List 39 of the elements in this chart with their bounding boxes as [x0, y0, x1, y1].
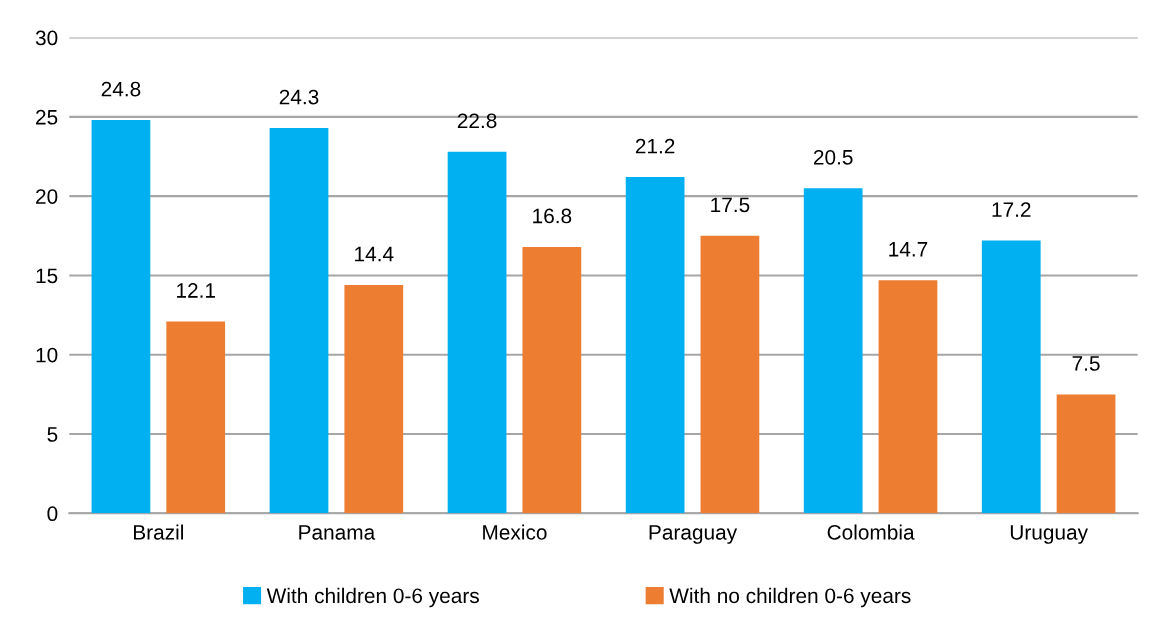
y-tick-label: 15 [36, 268, 58, 284]
bar [166, 321, 226, 514]
bar [91, 120, 151, 514]
x-tick-label: Mexico [483, 524, 547, 540]
bar [803, 188, 863, 514]
data-label: 24.8 [101, 81, 141, 97]
data-label: 16.8 [533, 208, 572, 224]
data-label: 24.3 [279, 89, 319, 105]
data-label: 20.5 [813, 149, 853, 165]
bar [625, 177, 685, 514]
x-tick-label: Panama [299, 525, 376, 540]
y-tick-label: 0 [47, 506, 58, 522]
x-tick-label: Uruguay [1010, 525, 1088, 544]
data-label: 22.8 [457, 113, 497, 129]
legend-label: With no children 0-6 years [669, 587, 911, 608]
data-label: 17.2 [992, 202, 1031, 217]
data-label: 14.4 [355, 246, 394, 262]
bar [269, 127, 329, 514]
y-tick-label: 25 [36, 109, 58, 125]
data-label: 17.5 [711, 197, 750, 213]
x-tick-label: Colombia [827, 524, 915, 540]
bar [344, 284, 404, 514]
bar [522, 246, 582, 514]
legend-label: With children 0-6 years [266, 587, 479, 608]
bar [981, 240, 1041, 514]
bar [878, 280, 938, 514]
y-tick-label: 20 [36, 189, 58, 204]
y-tick-label: 30 [35, 30, 58, 46]
x-tick-label: Paraguay [649, 525, 738, 544]
data-label: 21.2 [635, 138, 675, 154]
data-label: 12.1 [177, 283, 215, 298]
bar [447, 151, 507, 514]
bar [1056, 394, 1116, 514]
y-tick-label: 5 [47, 427, 58, 442]
y-tick-label: 10 [36, 347, 58, 363]
data-label: 14.7 [889, 242, 928, 257]
x-tick-label: Brazil [133, 524, 183, 540]
bar [700, 235, 760, 514]
data-label: 7.5 [1072, 356, 1100, 371]
